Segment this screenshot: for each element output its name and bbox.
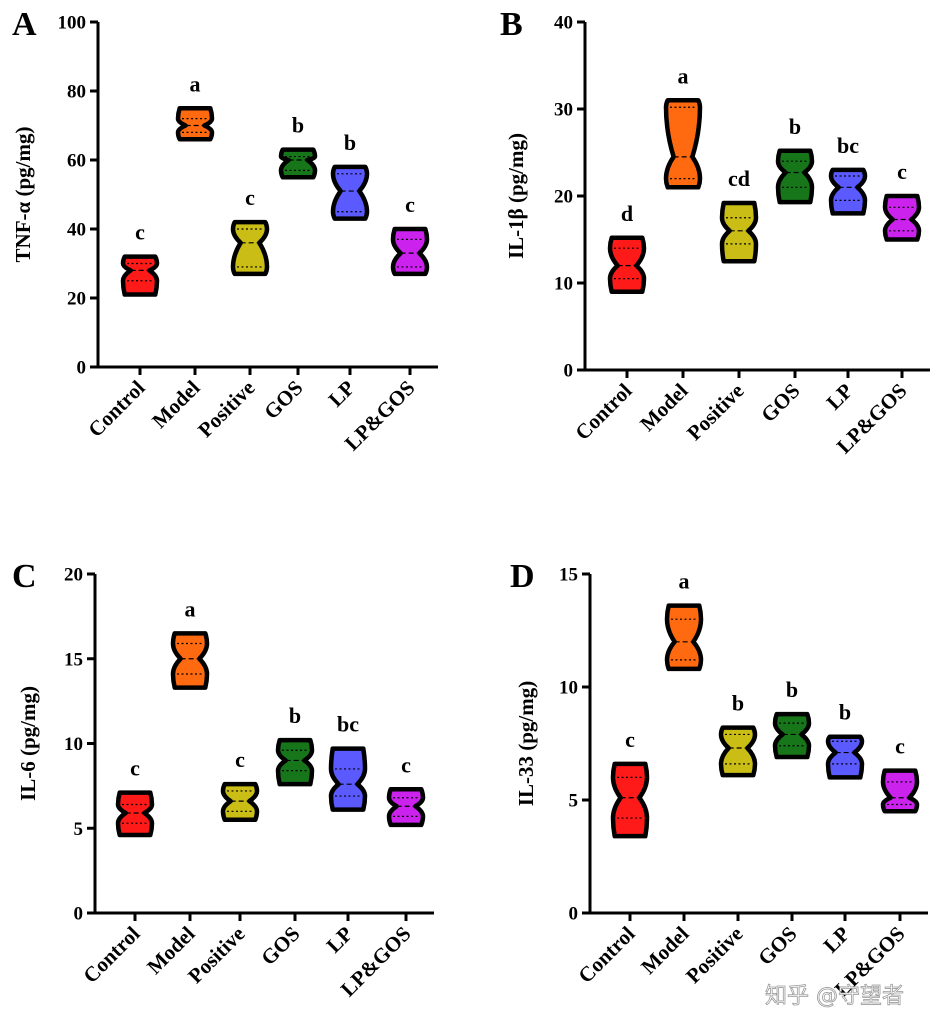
category-label: Positive xyxy=(681,922,747,988)
panel-letter: A xyxy=(12,6,37,43)
significance-letter: bc xyxy=(337,712,359,737)
y-tick-label: 0 xyxy=(564,361,574,382)
y-tick-label: 10 xyxy=(64,734,83,755)
y-tick-label: 40 xyxy=(554,13,573,34)
category-label: LP xyxy=(324,375,360,411)
violin-lp xyxy=(328,746,368,812)
category-label: LP xyxy=(322,921,358,957)
panel-B: BIL-1β (pg/mg)010203040ControldModelaPos… xyxy=(500,6,930,458)
significance-letter: d xyxy=(621,201,633,226)
violin-lp-and-gos xyxy=(880,768,920,814)
y-tick-label: 15 xyxy=(559,565,578,586)
significance-letter: b xyxy=(786,677,798,702)
significance-letter: b xyxy=(344,130,356,155)
violin-lp xyxy=(825,734,865,780)
y-tick-label: 100 xyxy=(58,13,87,34)
significance-letter: b xyxy=(289,703,301,728)
violin-model xyxy=(663,98,703,190)
panel-C: CIL-6 (pg/mg)05101520ControlcModelaPosit… xyxy=(12,558,434,1001)
significance-letter: c xyxy=(895,734,905,759)
y-tick-label: 40 xyxy=(67,220,86,241)
violin-lp-and-gos xyxy=(386,787,426,828)
violin-gos xyxy=(772,711,812,760)
y-axis-label: IL-6 (pg/mg) xyxy=(16,686,40,801)
y-tick-label: 15 xyxy=(64,649,83,670)
violin-lp-and-gos xyxy=(390,226,430,277)
violin-model xyxy=(664,603,704,672)
significance-letter: c xyxy=(130,756,140,781)
violin-model xyxy=(170,631,210,690)
violin-positive xyxy=(220,781,260,823)
y-tick-label: 10 xyxy=(559,678,578,699)
significance-letter: a xyxy=(190,71,201,96)
violin-positive xyxy=(230,219,270,277)
violin-gos xyxy=(275,737,315,787)
significance-letter: b xyxy=(732,691,744,716)
violin-lp xyxy=(330,164,370,221)
category-label: LP xyxy=(819,921,855,957)
panel-letter: D xyxy=(510,558,535,595)
significance-letter: b xyxy=(292,113,304,138)
y-tick-label: 5 xyxy=(569,791,579,812)
y-tick-label: 60 xyxy=(67,151,86,172)
significance-letter: c xyxy=(401,752,411,777)
category-label: GOS xyxy=(259,376,307,424)
category-label: Positive xyxy=(193,376,259,442)
y-tick-label: 10 xyxy=(554,274,573,295)
significance-letter: c xyxy=(135,220,145,245)
y-tick-label: 0 xyxy=(569,904,579,925)
violin-lp xyxy=(828,167,868,216)
category-label: GOS xyxy=(256,922,304,970)
violin-control xyxy=(610,761,650,839)
watermark-text: 知乎 @守望者 xyxy=(765,984,904,1009)
panel-letter: B xyxy=(500,6,523,43)
violin-gos xyxy=(278,147,318,180)
category-label: LP xyxy=(822,378,858,414)
significance-letter: b xyxy=(839,700,851,725)
y-tick-label: 0 xyxy=(74,904,84,925)
category-label: Positive xyxy=(183,922,249,988)
category-label: Positive xyxy=(682,379,748,445)
y-axis-label: IL-1β (pg/mg) xyxy=(504,133,528,259)
significance-letter: a xyxy=(678,63,689,88)
significance-letter: b xyxy=(789,114,801,139)
y-tick-label: 20 xyxy=(67,289,86,310)
y-tick-label: 30 xyxy=(554,100,573,121)
significance-letter: c xyxy=(235,747,245,772)
significance-letter: c xyxy=(245,185,255,210)
panel-letter: C xyxy=(12,558,37,595)
y-tick-label: 0 xyxy=(77,358,87,379)
violin-gos xyxy=(775,148,815,205)
significance-letter: c xyxy=(405,192,415,217)
violin-control xyxy=(115,790,155,838)
y-tick-label: 20 xyxy=(554,187,573,208)
category-label: GOS xyxy=(753,922,801,970)
y-axis-label: IL-33 (pg/mg) xyxy=(514,681,538,806)
category-label: Control xyxy=(78,921,144,987)
panel-D: DIL-33 (pg/mg)051015ControlcModelaPositi… xyxy=(510,558,928,1001)
violin-model xyxy=(175,106,215,142)
y-tick-label: 80 xyxy=(67,82,86,103)
violin-control xyxy=(607,235,647,294)
y-tick-label: 5 xyxy=(74,819,84,840)
significance-letter: a xyxy=(679,569,690,594)
significance-letter: c xyxy=(625,727,635,752)
significance-letter: cd xyxy=(728,166,750,191)
y-axis-label: TNF-α (pg/mg) xyxy=(11,127,35,263)
violin-control xyxy=(120,254,160,297)
violin-lp-and-gos xyxy=(882,193,922,242)
violin-positive xyxy=(719,200,759,264)
category-label: Control xyxy=(570,378,636,444)
y-tick-label: 20 xyxy=(64,565,83,586)
significance-letter: c xyxy=(897,159,907,184)
significance-letter: bc xyxy=(837,133,859,158)
category-label: Control xyxy=(573,921,639,987)
category-label: Control xyxy=(83,375,149,441)
significance-letter: a xyxy=(185,596,196,621)
category-label: GOS xyxy=(756,379,804,427)
